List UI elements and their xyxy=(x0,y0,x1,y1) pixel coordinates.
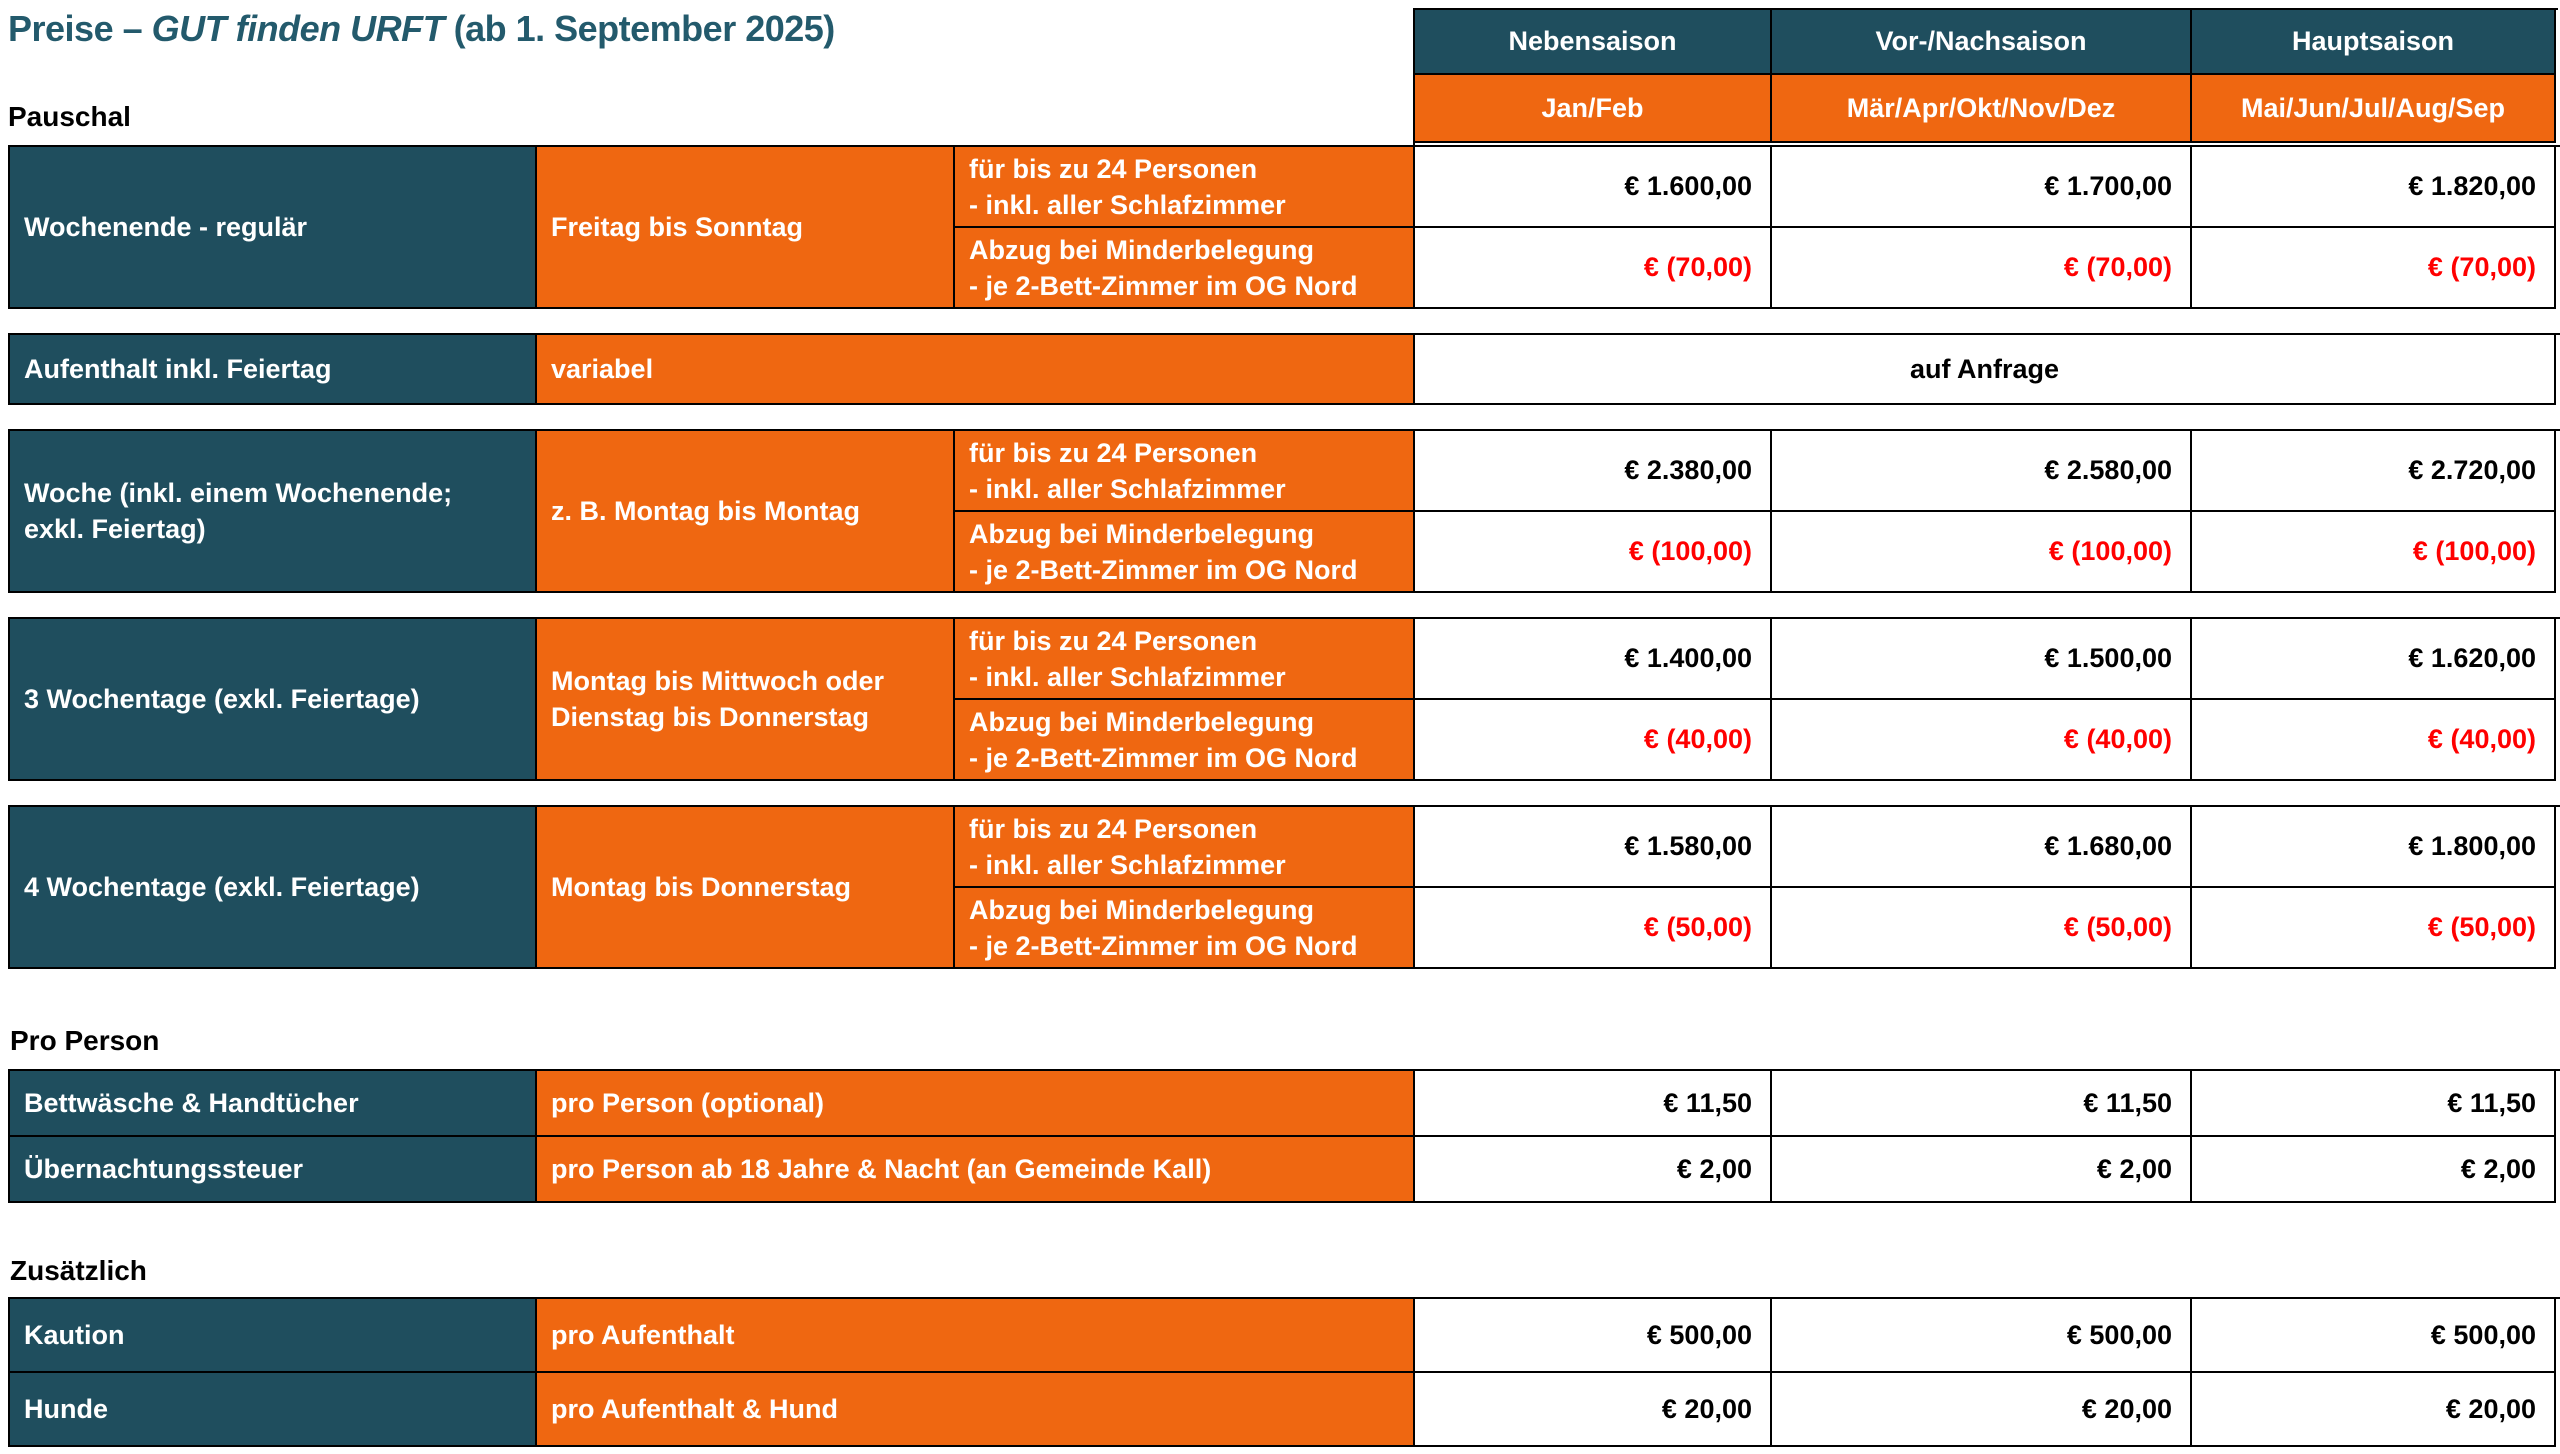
reduction-cell-nebensaison: € (50,00) xyxy=(1415,888,1772,969)
reduction-cell-hauptsaison: € (40,00) xyxy=(2192,700,2556,781)
row-label: Kaution xyxy=(10,1299,537,1373)
title-brand: GUT finden URFT xyxy=(151,8,445,49)
block-3-wochentage: 3 Wochentage (exkl. Feiertage) Montag bi… xyxy=(8,617,2560,781)
price-cell-nebensaison: € 1.580,00 xyxy=(1415,807,1772,888)
price-cell-nebensaison: € 20,00 xyxy=(1415,1373,1772,1447)
desc-cell: pro Aufenthalt & Hund xyxy=(537,1373,1415,1447)
reduction-cell-nebensaison: € (70,00) xyxy=(1415,228,1772,309)
price-cell-nebensaison: € 11,50 xyxy=(1415,1071,1772,1137)
reduction-cell-nebensaison: € (100,00) xyxy=(1415,512,1772,593)
desc-cell: pro Aufenthalt xyxy=(537,1299,1415,1373)
price-cell-hauptsaison: € 2,00 xyxy=(2192,1137,2556,1203)
price-cell-nebensaison: € 500,00 xyxy=(1415,1299,1772,1373)
period-cell: Montag bis Mittwoch oder Dienstag bis Do… xyxy=(537,619,955,781)
season-name-hauptsaison: Hauptsaison xyxy=(2192,10,2556,75)
row-label: Hunde xyxy=(10,1373,537,1447)
period-cell: variabel xyxy=(537,335,1415,405)
price-cell-nebensaison: € 2,00 xyxy=(1415,1137,1772,1203)
price-cell-vor-nachsaison: € 20,00 xyxy=(1772,1373,2192,1447)
price-cell-vor-nachsaison: € 1.500,00 xyxy=(1772,619,2192,700)
price-cell-nebensaison: € 2.380,00 xyxy=(1415,431,1772,512)
row-label: Woche (inkl. einem Wochenende; exkl. Fei… xyxy=(10,431,537,593)
season-header: Nebensaison Vor-/Nachsaison Hauptsaison … xyxy=(1413,8,2558,145)
period-cell: z. B. Montag bis Montag xyxy=(537,431,955,593)
block-pro-person: Bettwäsche & Handtücher pro Person (opti… xyxy=(8,1069,2560,1203)
period-cell: Montag bis Donnerstag xyxy=(537,807,955,969)
price-cell-hauptsaison: € 1.820,00 xyxy=(2192,147,2556,228)
section-heading-pro-person: Pro Person xyxy=(10,1025,160,1056)
row-label: 3 Wochentage (exkl. Feiertage) xyxy=(10,619,537,781)
price-cell-vor-nachsaison: € 1.700,00 xyxy=(1772,147,2192,228)
reduction-cell-hauptsaison: € (70,00) xyxy=(2192,228,2556,309)
price-cell-vor-nachsaison: € 500,00 xyxy=(1772,1299,2192,1373)
reduction-cell-vor-nachsaison: € (100,00) xyxy=(1772,512,2192,593)
block-aufenthalt-feiertag: Aufenthalt inkl. Feiertag variabel auf A… xyxy=(8,333,2560,405)
season-months-vor-nachsaison: Mär/Apr/Okt/Nov/Dez xyxy=(1772,75,2192,143)
price-cell-vor-nachsaison: € 2.580,00 xyxy=(1772,431,2192,512)
title-suffix: (ab 1. September 2025) xyxy=(453,8,836,49)
desc-full-occupancy: für bis zu 24 Personen - inkl. aller Sch… xyxy=(955,619,1415,700)
price-cell-vor-nachsaison: € 2,00 xyxy=(1772,1137,2192,1203)
season-name-vor-nachsaison: Vor-/Nachsaison xyxy=(1772,10,2192,75)
price-cell-vor-nachsaison: € 1.680,00 xyxy=(1772,807,2192,888)
row-label: Bettwäsche & Handtücher xyxy=(10,1071,537,1137)
reduction-cell-hauptsaison: € (100,00) xyxy=(2192,512,2556,593)
price-cell-hauptsaison: € 20,00 xyxy=(2192,1373,2556,1447)
reduction-cell-nebensaison: € (40,00) xyxy=(1415,700,1772,781)
price-cell-hauptsaison: € 500,00 xyxy=(2192,1299,2556,1373)
period-cell: Freitag bis Sonntag xyxy=(537,147,955,309)
block-4-wochentage: 4 Wochentage (exkl. Feiertage) Montag bi… xyxy=(8,805,2560,969)
price-cell-hauptsaison: € 11,50 xyxy=(2192,1071,2556,1137)
section-heading-zusaetzlich: Zusätzlich xyxy=(10,1255,147,1286)
season-months-hauptsaison: Mai/Jun/Jul/Aug/Sep xyxy=(2192,75,2556,143)
title-prefix: Preise – xyxy=(8,8,143,49)
desc-reduction: Abzug bei Minderbelegung - je 2-Bett-Zim… xyxy=(955,888,1415,969)
desc-cell: pro Person (optional) xyxy=(537,1071,1415,1137)
block-woche: Woche (inkl. einem Wochenende; exkl. Fei… xyxy=(8,429,2560,593)
section-heading-pauschal: Pauschal xyxy=(8,101,131,132)
block-zusaetzlich: Kaution pro Aufenthalt € 500,00 € 500,00… xyxy=(8,1297,2560,1447)
price-cell-hauptsaison: € 1.620,00 xyxy=(2192,619,2556,700)
price-cell-hauptsaison: € 2.720,00 xyxy=(2192,431,2556,512)
desc-reduction: Abzug bei Minderbelegung - je 2-Bett-Zim… xyxy=(955,700,1415,781)
desc-reduction: Abzug bei Minderbelegung - je 2-Bett-Zim… xyxy=(955,512,1415,593)
reduction-cell-vor-nachsaison: € (50,00) xyxy=(1772,888,2192,969)
title-area: Preise – GUT finden URFT (ab 1. Septembe… xyxy=(8,0,1413,145)
desc-full-occupancy: für bis zu 24 Personen - inkl. aller Sch… xyxy=(955,807,1415,888)
season-name-nebensaison: Nebensaison xyxy=(1415,10,1772,75)
desc-reduction: Abzug bei Minderbelegung - je 2-Bett-Zim… xyxy=(955,228,1415,309)
price-cell-hauptsaison: € 1.800,00 xyxy=(2192,807,2556,888)
desc-cell: pro Person ab 18 Jahre & Nacht (an Gemei… xyxy=(537,1137,1415,1203)
desc-full-occupancy: für bis zu 24 Personen - inkl. aller Sch… xyxy=(955,431,1415,512)
price-cell-nebensaison: € 1.600,00 xyxy=(1415,147,1772,228)
top-section: Preise – GUT finden URFT (ab 1. Septembe… xyxy=(8,0,2560,145)
reduction-cell-hauptsaison: € (50,00) xyxy=(2192,888,2556,969)
reduction-cell-vor-nachsaison: € (70,00) xyxy=(1772,228,2192,309)
desc-full-occupancy: für bis zu 24 Personen - inkl. aller Sch… xyxy=(955,147,1415,228)
row-label: Aufenthalt inkl. Feiertag xyxy=(10,335,537,405)
season-months-nebensaison: Jan/Feb xyxy=(1415,75,1772,143)
price-cell-vor-nachsaison: € 11,50 xyxy=(1772,1071,2192,1137)
price-cell-nebensaison: € 1.400,00 xyxy=(1415,619,1772,700)
block-wochenende: Wochenende - regulär Freitag bis Sonntag… xyxy=(8,145,2560,309)
on-request-cell: auf Anfrage xyxy=(1415,335,2556,405)
row-label: Wochenende - regulär xyxy=(10,147,537,309)
row-label: 4 Wochentage (exkl. Feiertage) xyxy=(10,807,537,969)
row-label: Übernachtungssteuer xyxy=(10,1137,537,1203)
page-title: Preise – GUT finden URFT (ab 1. Septembe… xyxy=(8,8,1413,50)
reduction-cell-vor-nachsaison: € (40,00) xyxy=(1772,700,2192,781)
